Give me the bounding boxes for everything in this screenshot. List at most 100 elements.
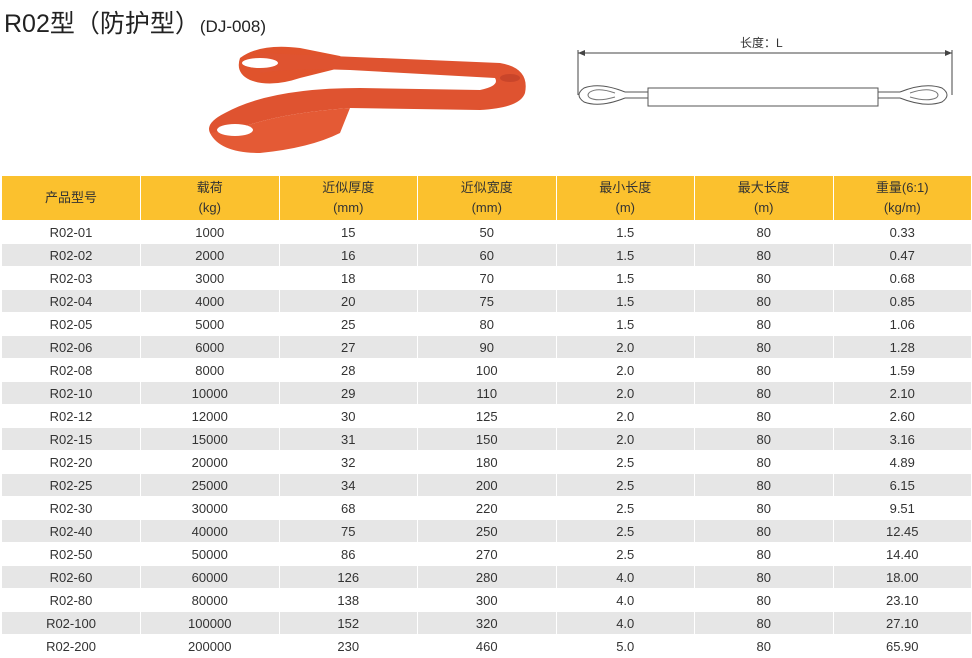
table-cell: 1.5 (556, 312, 695, 336)
table-cell: 2.5 (556, 450, 695, 474)
header-name: 载荷 (196, 180, 223, 195)
header-unit: (mm) (471, 200, 502, 215)
spec-table: 产品型号 载荷 (kg) 近似厚度 (mm) 近似宽度 (mm) 最小长度 (m) 最大长度 (m)… (2, 176, 972, 658)
table-cell: 150 (417, 427, 557, 451)
header-unit: (m) (754, 200, 774, 215)
table-cell: 80 (694, 588, 834, 612)
table-cell: 138 (279, 588, 418, 612)
table-cell: 250 (417, 519, 557, 543)
table-cell: 80 (694, 266, 834, 290)
table-cell: R02-02 (2, 243, 141, 267)
table-cell: 80 (694, 312, 834, 336)
header-name: 近似厚度 (322, 180, 375, 195)
table-cell: R02-10 (2, 381, 141, 405)
sling-dimension-diagram (577, 50, 953, 107)
table-cell: R02-30 (2, 496, 141, 520)
table-cell: 20000 (140, 450, 280, 474)
table-cell: 32 (279, 450, 418, 474)
table-cell: 125 (417, 404, 557, 428)
table-cell: 25 (279, 312, 418, 336)
table-row: R02-25 25000 34 200 2.5 80 6.15 (2, 473, 972, 497)
column-header: 最小长度 (m) (556, 176, 695, 221)
table-cell: 2.10 (833, 381, 972, 405)
table-cell: R02-50 (2, 542, 141, 566)
header-unit: (m) (615, 200, 636, 215)
table-cell: 2.60 (833, 404, 972, 428)
table-cell: 2.0 (556, 404, 695, 428)
table-cell: 200000 (140, 634, 280, 658)
table-cell: 80 (694, 473, 834, 497)
header-name: 最小长度 (599, 180, 652, 195)
table-cell: 40000 (140, 519, 280, 543)
table-cell: R02-06 (2, 335, 141, 359)
column-header: 产品型号 (2, 176, 141, 221)
table-row: R02-05 5000 25 80 1.5 80 1.06 (2, 312, 972, 336)
header-name: 重量(6:1) (875, 180, 929, 195)
table-cell: 80 (694, 634, 834, 658)
table-cell: 270 (417, 542, 557, 566)
column-header: 近似厚度 (mm) (279, 176, 418, 221)
table-cell: 12.45 (833, 519, 972, 543)
table-row: R02-80 80000 138 300 4.0 80 23.10 (2, 588, 972, 612)
table-cell: 0.68 (833, 266, 972, 290)
table-cell: R02-200 (2, 634, 141, 658)
table-cell: 65.90 (833, 634, 972, 658)
table-cell: 0.47 (833, 243, 972, 267)
table-cell: 50000 (140, 542, 280, 566)
table-row: R02-01 1000 15 50 1.5 80 0.33 (2, 220, 972, 244)
table-cell: 2.0 (556, 358, 695, 382)
table-cell: 200 (417, 473, 557, 497)
table-row: R02-03 3000 18 70 1.5 80 0.68 (2, 266, 972, 290)
table-cell: 80 (694, 611, 834, 635)
table-cell: 75 (279, 519, 418, 543)
table-cell: R02-05 (2, 312, 141, 336)
table-cell: 2.5 (556, 473, 695, 497)
table-cell: 25000 (140, 473, 280, 497)
column-header: 近似宽度 (mm) (417, 176, 557, 221)
table-cell: 12000 (140, 404, 280, 428)
table-cell: 80 (694, 542, 834, 566)
header-name: 近似宽度 (460, 180, 513, 195)
table-cell: 4.0 (556, 588, 695, 612)
table-cell: 30000 (140, 496, 280, 520)
table-cell: 86 (279, 542, 418, 566)
table-cell: 80 (417, 312, 557, 336)
table-cell: 28 (279, 358, 418, 382)
title-code: (DJ-008) (199, 17, 266, 36)
table-cell: 15 (279, 220, 418, 244)
table-cell: 60 (417, 243, 557, 267)
table-cell: 1.06 (833, 312, 972, 336)
table-row: R02-20 20000 32 180 2.5 80 4.89 (2, 450, 972, 474)
table-row: R02-15 15000 31 150 2.0 80 3.16 (2, 427, 972, 451)
table-cell: 60000 (140, 565, 280, 589)
table-cell: R02-25 (2, 473, 141, 497)
table-cell: R02-12 (2, 404, 141, 428)
table-cell: 4000 (140, 289, 280, 313)
length-label: 长度：L (740, 36, 783, 50)
table-cell: 80 (694, 335, 834, 359)
table-row: R02-08 8000 28 100 2.0 80 1.59 (2, 358, 972, 382)
table-cell: 0.85 (833, 289, 972, 313)
table-cell: 27.10 (833, 611, 972, 635)
table-cell: 2.5 (556, 496, 695, 520)
table-cell: 100000 (140, 611, 280, 635)
table-cell: R02-40 (2, 519, 141, 543)
header-unit: (kg) (198, 200, 221, 215)
table-cell: 15000 (140, 427, 280, 451)
table-cell: 0.33 (833, 220, 972, 244)
table-row: R02-30 30000 68 220 2.5 80 9.51 (2, 496, 972, 520)
table-cell: 68 (279, 496, 418, 520)
table-cell: 80 (694, 404, 834, 428)
table-cell: 80 (694, 220, 834, 244)
table-cell: 16 (279, 243, 418, 267)
table-cell: 2.0 (556, 335, 695, 359)
table-cell: 30 (279, 404, 418, 428)
table-cell: 3.16 (833, 427, 972, 451)
table-row: R02-12 12000 30 125 2.0 80 2.60 (2, 404, 972, 428)
table-cell: 300 (417, 588, 557, 612)
table-cell: 27 (279, 335, 418, 359)
table-cell: 220 (417, 496, 557, 520)
table-cell: 18 (279, 266, 418, 290)
table-cell: 6.15 (833, 473, 972, 497)
table-cell: 70 (417, 266, 557, 290)
